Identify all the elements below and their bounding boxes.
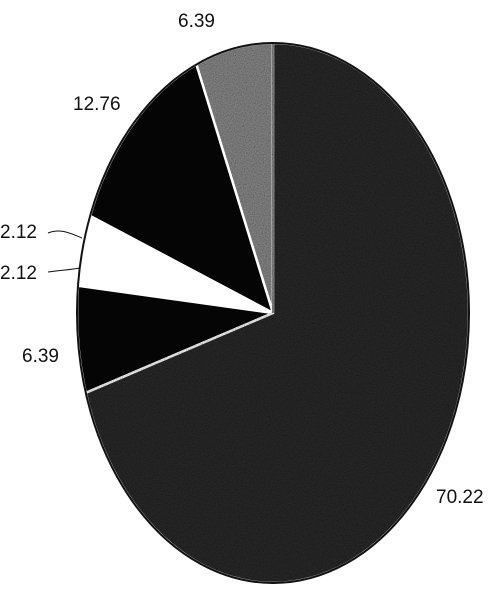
slice-label-2: 12.76: [73, 94, 121, 115]
leader-line-3: [47, 230, 83, 239]
slice-label-3: 2.12: [0, 222, 37, 243]
pie-slices: [75, 41, 471, 585]
pie-outline: [76, 42, 470, 584]
slice-label-4-group: 2.12: [0, 263, 81, 284]
slice-label-3-group: 2.12: [0, 222, 83, 243]
slice-label-6: 70.22: [436, 487, 484, 508]
leader-line-4: [47, 267, 81, 273]
slice-label-1: 6.39: [178, 11, 215, 32]
slice-label-5: 6.39: [22, 346, 59, 367]
slice-label-4: 2.12: [0, 263, 37, 284]
